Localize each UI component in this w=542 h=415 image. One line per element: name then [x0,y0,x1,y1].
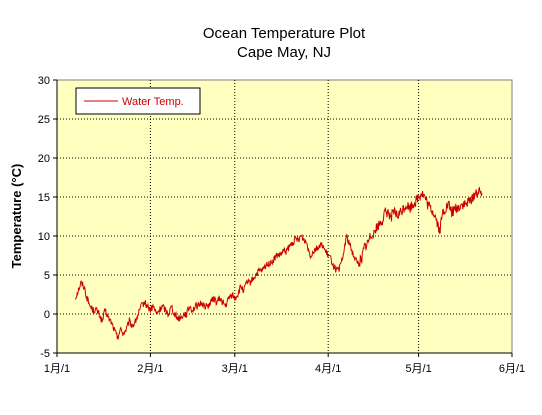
y-tick-label: -5 [40,348,50,360]
axes [56,80,512,354]
x-tick-label: 6月/1 [499,363,525,375]
x-tick-label: 4月/1 [315,363,341,375]
y-tick-label: 25 [38,114,50,126]
y-tick-label: 30 [38,75,50,87]
series-layer [75,186,483,341]
x-tick-labels: 1月/1 2月/1 3月/1 4月/1 5月/1 6月/1 [44,363,525,375]
y-tick-label: 5 [44,270,50,282]
y-tick-labels: -5 0 5 10 15 20 25 30 [38,75,50,360]
grid [53,79,513,357]
x-tick-label: 3月/1 [222,363,248,375]
x-tick-label: 2月/1 [137,363,163,375]
x-tick-label: 1月/1 [44,363,70,375]
chart-title: Ocean Temperature Plot [203,25,366,42]
legend-label: Water Temp. [122,96,184,108]
y-tick-label: 0 [44,309,50,321]
series-line-water-temp [75,186,483,341]
legend: Water Temp. [75,87,201,115]
plot-area [56,79,513,354]
y-tick-label: 15 [38,192,50,204]
chart-subtitle: Cape May, NJ [237,44,331,61]
x-tick-label: 5月/1 [405,363,431,375]
y-tick-label: 10 [38,231,50,243]
y-axis-title: Temperature (°C) [9,164,24,269]
y-tick-label: 20 [38,153,50,165]
